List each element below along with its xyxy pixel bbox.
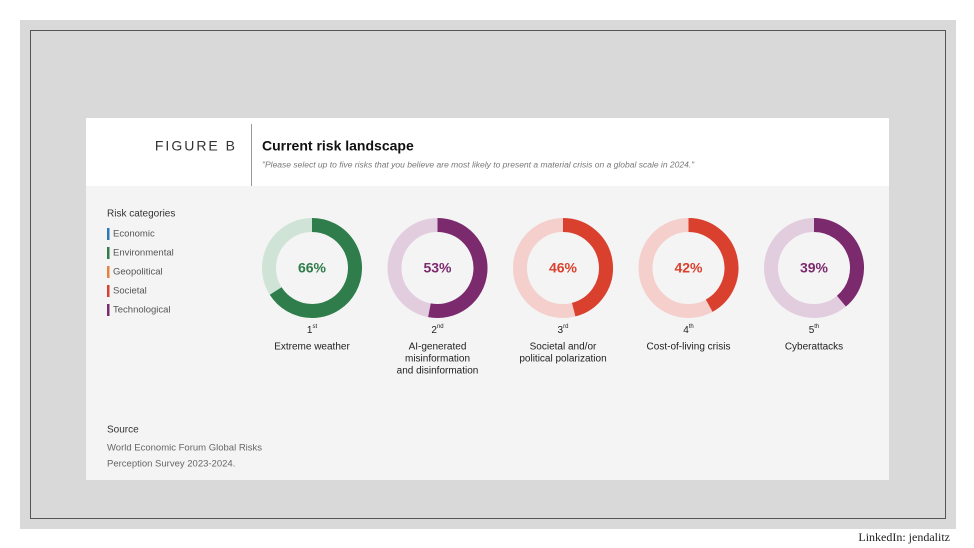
donut-arc <box>269 218 362 318</box>
figure-title: Current risk landscape <box>262 138 414 154</box>
donut-value-label: 66% <box>298 260 327 276</box>
legend-label: Technological <box>113 305 171 316</box>
rank-suffix: nd <box>437 324 444 330</box>
rank-number: 2 <box>431 325 437 336</box>
credit: LinkedIn: jendalitz <box>858 530 950 544</box>
rank-label: 4th <box>683 324 694 336</box>
rank-number: 1 <box>307 325 313 336</box>
legend-label: Societal <box>113 286 147 297</box>
risk-name: misinformation <box>405 354 470 365</box>
legend-label: Environmental <box>113 248 174 259</box>
donut-value-label: 46% <box>549 260 578 276</box>
risk-name: Cost-of-living crisis <box>647 342 731 353</box>
legend-title: Risk categories <box>107 209 175 220</box>
rank-label: 3rd <box>558 324 569 336</box>
risk-name: Cyberattacks <box>785 342 843 353</box>
risk-name: AI-generated <box>409 342 467 353</box>
rank-number: 5 <box>809 325 815 336</box>
slide-frame <box>30 30 946 519</box>
figure-label: FIGURE B <box>155 138 237 154</box>
risk-name: Extreme weather <box>274 342 350 353</box>
donut-arc <box>562 218 613 317</box>
legend-label: Economic <box>113 229 155 240</box>
donut-value-label: 42% <box>674 260 703 276</box>
figure-subtitle: "Please select up to five risks that you… <box>262 159 695 169</box>
legend-swatch <box>107 228 110 240</box>
source-line: World Economic Forum Global Risks <box>107 443 262 454</box>
risk-name: and disinformation <box>397 366 479 377</box>
source-line: Perception Survey 2023-2024. <box>107 459 235 470</box>
rank-suffix: th <box>814 324 819 330</box>
rank-label: 2nd <box>431 324 443 336</box>
legend-swatch <box>107 285 110 297</box>
figure-header <box>86 118 889 186</box>
rank-label: 1st <box>307 324 318 336</box>
donut-arc <box>813 218 864 307</box>
source-title: Source <box>107 425 139 436</box>
donut-value-label: 39% <box>800 260 829 276</box>
risk-name: Societal and/or <box>530 342 597 353</box>
risk-name: political polarization <box>519 354 606 365</box>
donut-arc <box>428 218 488 318</box>
rank-suffix: st <box>312 324 317 330</box>
legend-swatch <box>107 304 110 316</box>
legend-swatch <box>107 266 110 278</box>
rank-suffix: rd <box>563 324 568 330</box>
legend-swatch <box>107 247 110 259</box>
donut-value-label: 53% <box>423 260 452 276</box>
rank-number: 4 <box>683 325 689 336</box>
donut-arc <box>688 218 739 312</box>
rank-suffix: th <box>689 324 694 330</box>
legend-label: Geopolitical <box>113 267 163 278</box>
rank-number: 3 <box>558 325 564 336</box>
rank-label: 5th <box>809 324 820 336</box>
